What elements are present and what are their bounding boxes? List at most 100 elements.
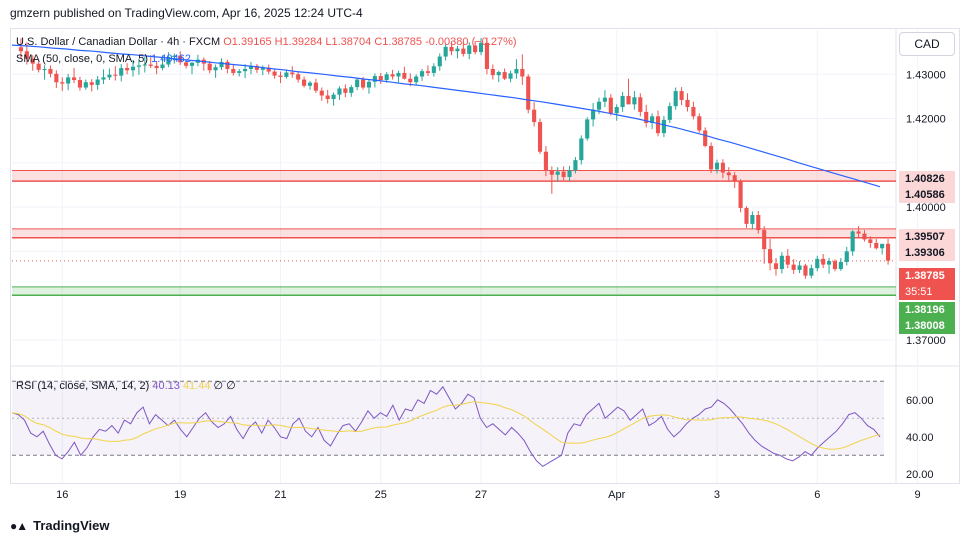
candle-body — [626, 95, 631, 105]
candle-body — [885, 243, 891, 261]
candle-128 — [773, 257, 779, 276]
candle-70 — [431, 63, 436, 77]
candle-body — [514, 68, 519, 74]
candle-body — [366, 81, 372, 88]
candle-body — [343, 88, 348, 93]
time-tick-label: 25 — [375, 489, 387, 501]
time-tick-label: 21 — [274, 489, 286, 501]
candle-body — [520, 68, 525, 77]
candle-body — [826, 261, 832, 265]
candle-43 — [272, 68, 277, 79]
candle-31 — [201, 57, 206, 71]
candle-25 — [166, 52, 171, 68]
candle-body — [225, 61, 230, 69]
candle-body — [325, 95, 330, 100]
candle-23 — [154, 60, 159, 75]
currency-button[interactable]: CAD — [899, 32, 955, 56]
candle-body — [750, 215, 755, 224]
candle-133 — [803, 263, 808, 279]
candle-109 — [661, 115, 666, 138]
candle-body — [773, 263, 779, 270]
candle-body — [260, 67, 265, 70]
candle-5 — [48, 65, 53, 78]
candle-body — [266, 67, 271, 72]
candle-129 — [779, 252, 784, 274]
candle-body — [862, 233, 867, 240]
candle-49 — [307, 80, 313, 90]
legend-rsi-extra: ∅ ∅ — [213, 380, 236, 392]
candle-79 — [484, 37, 490, 75]
candle-body — [691, 107, 696, 117]
candle-body — [48, 68, 53, 74]
candle-body — [726, 172, 731, 176]
candle-100 — [608, 94, 613, 116]
candle-body — [779, 255, 784, 270]
candle-7 — [60, 77, 65, 92]
candle-62 — [384, 72, 389, 83]
tradingview-logo[interactable]: ●▲ TradingView — [10, 518, 109, 533]
legend-sma-value: 1.40462 — [151, 53, 191, 65]
candle-body — [431, 66, 436, 73]
legend-sma-line: SMA (50, close, 0, SMA, 5) 1.40462 — [16, 53, 191, 65]
candle-body — [856, 231, 861, 234]
candle-body — [71, 77, 77, 81]
candle-body — [655, 116, 661, 134]
candle-body — [307, 82, 313, 86]
sma-line — [11, 44, 881, 188]
candle-body — [537, 122, 543, 152]
candle-48 — [302, 76, 307, 88]
candle-body — [355, 79, 360, 88]
candle-body — [166, 57, 171, 65]
candle-body — [732, 175, 737, 182]
zone-green-2 — [12, 286, 896, 296]
candle-21 — [142, 57, 147, 73]
candle-body — [697, 116, 702, 131]
candle-body — [384, 74, 389, 81]
candle-body — [738, 181, 743, 208]
candle-97 — [591, 103, 596, 127]
candle-body — [248, 65, 254, 69]
candle-65 — [402, 66, 407, 80]
candle-body — [243, 68, 248, 72]
candle-body — [791, 264, 796, 270]
candle-body — [390, 74, 395, 77]
candle-6 — [54, 70, 59, 88]
candle-35 — [225, 59, 230, 74]
candle-body — [490, 68, 495, 76]
candle-body — [408, 78, 413, 83]
candle-56 — [349, 84, 354, 97]
candle-22 — [148, 55, 153, 69]
candle-107 — [650, 113, 655, 130]
time-tick-label: 16 — [56, 489, 68, 501]
price-tick-label: 1.37000 — [906, 335, 946, 347]
price-tag-resistance-1-low: 1.40586 — [899, 187, 955, 203]
candle-body — [573, 160, 578, 171]
candle-113 — [685, 93, 690, 112]
candle-13 — [95, 76, 100, 90]
candle-11 — [83, 79, 88, 90]
rsi-layer — [11, 380, 884, 468]
candle-139 — [838, 257, 843, 271]
candle-51 — [319, 87, 324, 101]
candle-61 — [378, 72, 383, 85]
candle-body — [532, 109, 537, 123]
candle-77 — [473, 41, 478, 55]
candle-141 — [850, 230, 855, 256]
candle-body — [461, 48, 466, 54]
candle-body — [832, 261, 838, 270]
price-tick-label: 1.42000 — [906, 114, 946, 126]
candle-body — [850, 231, 855, 252]
candle-body — [130, 66, 136, 71]
time-tick-label: Apr — [608, 489, 625, 501]
candle-88 — [537, 118, 543, 154]
candle-82 — [502, 68, 507, 81]
candle-57 — [355, 77, 360, 91]
candle-body — [455, 48, 460, 52]
legend-ohlc-line: U.S. Dollar / Canadian Dollar · 4h · FXC… — [16, 36, 517, 48]
candle-140 — [844, 246, 849, 266]
candle-122 — [738, 179, 743, 213]
candle-body — [113, 74, 118, 76]
candle-body — [579, 138, 584, 161]
candle-8 — [66, 73, 71, 91]
